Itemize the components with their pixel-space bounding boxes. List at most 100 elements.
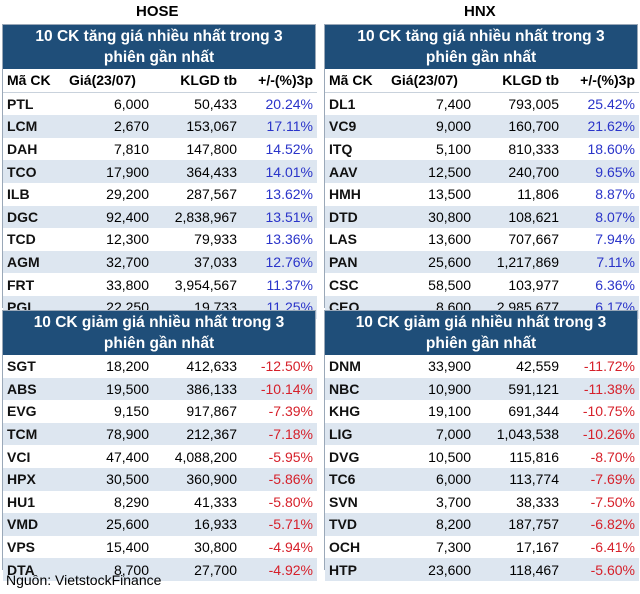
price-cell: 9,150 (65, 400, 153, 423)
change-cell: -6.41% (563, 535, 639, 559)
volume-cell: 4,088,200 (153, 445, 241, 468)
change-cell: 20.24% (241, 92, 317, 116)
change-cell: -7.50% (563, 490, 639, 514)
banner-line-1: 10 CK giảm giá nhiều nhất trong 3 (33, 314, 285, 331)
symbol-cell: SVN (325, 490, 387, 514)
change-cell: 14.52% (241, 137, 317, 161)
price-cell: 13,600 (387, 228, 475, 251)
hose-gainers-panel: 10 CK tăng giá nhiều nhất trong 3 phiên … (2, 24, 317, 319)
price-cell: 6,000 (65, 92, 153, 116)
volume-cell: 108,621 (475, 205, 563, 229)
volume-cell: 810,333 (475, 137, 563, 161)
symbol-cell: TCD (3, 228, 65, 251)
table-row: HU1 8,290 41,333 -5.80% (3, 490, 317, 514)
col-change: +/-(%)3p (241, 69, 317, 93)
symbol-cell: DGC (3, 205, 65, 229)
volume-cell: 1,217,869 (475, 250, 563, 274)
change-cell: -10.26% (563, 422, 639, 446)
banner-line-2: phiên gần nhất (103, 49, 215, 66)
symbol-cell: PTL (3, 92, 65, 116)
table-row: DTD 30,800 108,621 8.07% (325, 205, 639, 229)
hose-gainers-table: Mã CK Giá(23/07) KLGD tb +/-(%)3p PTL 6,0… (3, 69, 317, 319)
volume-cell: 79,933 (153, 228, 241, 251)
volume-cell: 11,806 (475, 182, 563, 206)
symbol-cell: DAH (3, 137, 65, 161)
change-cell: 12.76% (241, 250, 317, 274)
change-cell: -6.82% (563, 513, 639, 536)
symbol-cell: DTA (3, 558, 65, 581)
banner-line-1: 10 CK giảm giá nhiều nhất trong 3 (355, 314, 607, 331)
table-row: TCO 17,900 364,433 14.01% (3, 160, 317, 183)
price-cell: 23,600 (387, 558, 475, 581)
table-row: ABS 19,500 386,133 -10.14% (3, 377, 317, 401)
price-cell: 30,500 (65, 467, 153, 491)
volume-cell: 707,667 (475, 228, 563, 251)
table-row: VPS 15,400 30,800 -4.94% (3, 535, 317, 559)
table-body: PTL 6,000 50,433 20.24% LCM 2,670 153,067 17.11… (3, 92, 317, 319)
symbol-cell: LCM (3, 115, 65, 138)
volume-cell: 287,567 (153, 182, 241, 206)
price-cell: 33,800 (65, 273, 153, 296)
symbol-cell: ABS (3, 377, 65, 401)
change-cell: 13.36% (241, 228, 317, 251)
symbol-cell: TCM (3, 422, 65, 446)
volume-cell: 42,559 (475, 355, 563, 378)
price-cell: 8,290 (65, 490, 153, 514)
symbol-cell: AAV (325, 160, 387, 183)
banner-line-1: 10 CK tăng giá nhiều nhất trong 3 (357, 28, 605, 45)
change-cell: 11.37% (241, 273, 317, 296)
price-cell: 58,500 (387, 273, 475, 296)
volume-cell: 115,816 (475, 445, 563, 468)
hose-losers-panel: 10 CK giảm giá nhiều nhất trong 3 phiên … (2, 310, 317, 581)
price-cell: 25,600 (387, 250, 475, 274)
symbol-cell: VPS (3, 535, 65, 559)
col-volume: KLGD tb (475, 69, 563, 93)
change-cell: -11.38% (563, 377, 639, 401)
change-cell: -5.95% (241, 445, 317, 468)
table-row: DAH 7,810 147,800 14.52% (3, 137, 317, 161)
symbol-cell: FRT (3, 273, 65, 296)
banner-line-2: phiên gần nhất (425, 49, 537, 66)
price-cell: 13,500 (387, 182, 475, 206)
symbol-cell: LIG (325, 422, 387, 446)
table-row: PAN 25,600 1,217,869 7.11% (325, 250, 639, 274)
symbol-cell: DNM (325, 355, 387, 378)
change-cell: -10.14% (241, 377, 317, 401)
price-cell: 7,000 (387, 422, 475, 446)
volume-cell: 153,067 (153, 115, 241, 138)
volume-cell: 118,467 (475, 558, 563, 581)
symbol-cell: CSC (325, 273, 387, 296)
change-cell: -4.92% (241, 558, 317, 581)
hnx-title: HNX (464, 3, 496, 20)
table-body: DL1 7,400 793,005 25.42% VC9 9,000 160,700 21.6… (325, 92, 639, 319)
symbol-cell: NBC (325, 377, 387, 401)
table-row: ITQ 5,100 810,333 18.60% (325, 137, 639, 161)
hnx-losers-banner: 10 CK giảm giá nhiều nhất trong 3 phiên … (325, 311, 637, 355)
hnx-gainers-panel: 10 CK tăng giá nhiều nhất trong 3 phiên … (324, 24, 639, 319)
change-cell: -4.94% (241, 535, 317, 559)
change-cell: -5.60% (563, 558, 639, 581)
col-price: Giá(23/07) (65, 69, 153, 93)
hose-losers-table: SGT 18,200 412,633 -12.50% ABS 19,500 386,133-… (3, 355, 317, 581)
volume-cell: 793,005 (475, 92, 563, 116)
price-cell: 25,600 (65, 513, 153, 536)
change-cell: 17.11% (241, 115, 317, 138)
change-cell: 13.62% (241, 182, 317, 206)
table-row: CSC 58,500 103,977 6.36% (325, 273, 639, 296)
table-row: DTA 8,700 27,700 -4.92% (3, 558, 317, 581)
change-cell: 18.60% (563, 137, 639, 161)
table-row: EVG 9,150 917,867 -7.39% (3, 400, 317, 423)
table-row: TC6 6,000 113,774 -7.69% (325, 467, 639, 491)
symbol-cell: TC6 (325, 467, 387, 491)
change-cell: -5.71% (241, 513, 317, 536)
volume-cell: 917,867 (153, 400, 241, 423)
volume-cell: 50,433 (153, 92, 241, 116)
hose-losers-banner: 10 CK giảm giá nhiều nhất trong 3 phiên … (3, 311, 315, 355)
price-cell: 8,700 (65, 558, 153, 581)
volume-cell: 147,800 (153, 137, 241, 161)
price-cell: 2,670 (65, 115, 153, 138)
volume-cell: 412,633 (153, 355, 241, 378)
table-row: LAS 13,600 707,667 7.94% (325, 228, 639, 251)
price-cell: 92,400 (65, 205, 153, 229)
source-note: Nguồn: VietstockFinance (6, 572, 162, 588)
